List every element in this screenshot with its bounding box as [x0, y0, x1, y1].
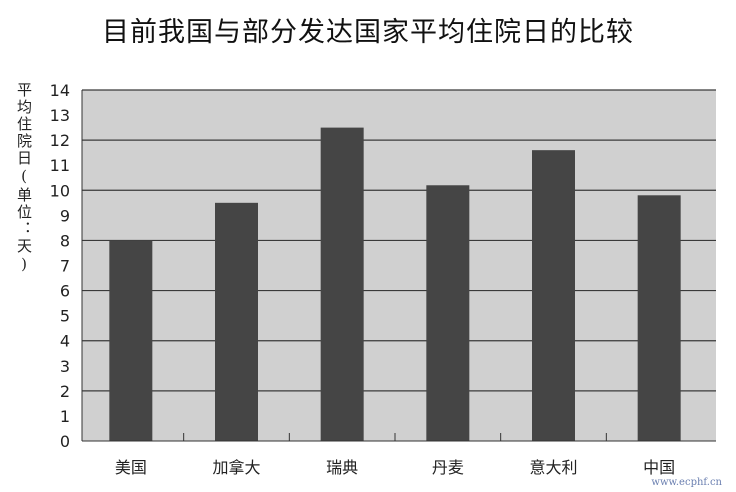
y-tick-label: 13: [50, 106, 70, 125]
y-tick-label: 3: [60, 357, 70, 376]
y-tick-label: 10: [50, 181, 70, 200]
y-tick-label: 4: [60, 332, 70, 351]
gridlines: [82, 89, 716, 392]
plot-area: [82, 90, 716, 441]
y-tick-label: 0: [60, 432, 70, 451]
y-tick-label: 9: [60, 206, 70, 225]
watermark: www.ecphf.cn: [651, 477, 722, 488]
bar: [109, 240, 153, 441]
y-tick-label: 7: [60, 257, 70, 276]
y-tick-label: 8: [60, 231, 70, 250]
bars: [109, 127, 681, 441]
y-tick-label: 12: [50, 131, 70, 150]
x-tick-label: 瑞典: [326, 458, 358, 477]
x-tick-label: 中国: [643, 458, 675, 477]
x-tick-labels: 美国 加拿大 瑞典 丹麦 意大利 中国: [115, 433, 675, 477]
y-axis-label: 平均住院日(单位：天): [15, 82, 33, 275]
bar: [320, 127, 364, 441]
bar: [426, 185, 470, 441]
y-tick-label: 5: [60, 307, 70, 326]
x-tick-label: 丹麦: [432, 458, 464, 477]
chart-title: 目前我国与部分发达国家平均住院日的比较: [102, 17, 634, 48]
y-tick-label: 2: [60, 382, 70, 401]
bar: [532, 150, 575, 441]
y-tick-label: 11: [50, 156, 70, 175]
y-tick-label: 14: [50, 81, 70, 100]
x-tick-label: 美国: [115, 458, 147, 477]
y-tick-label: 1: [60, 407, 70, 426]
bar: [215, 202, 258, 441]
x-tick-label: 意大利: [529, 458, 577, 477]
x-tick-label: 加拿大: [212, 458, 260, 477]
bar: [637, 195, 681, 441]
y-tick-label: 6: [60, 282, 70, 301]
